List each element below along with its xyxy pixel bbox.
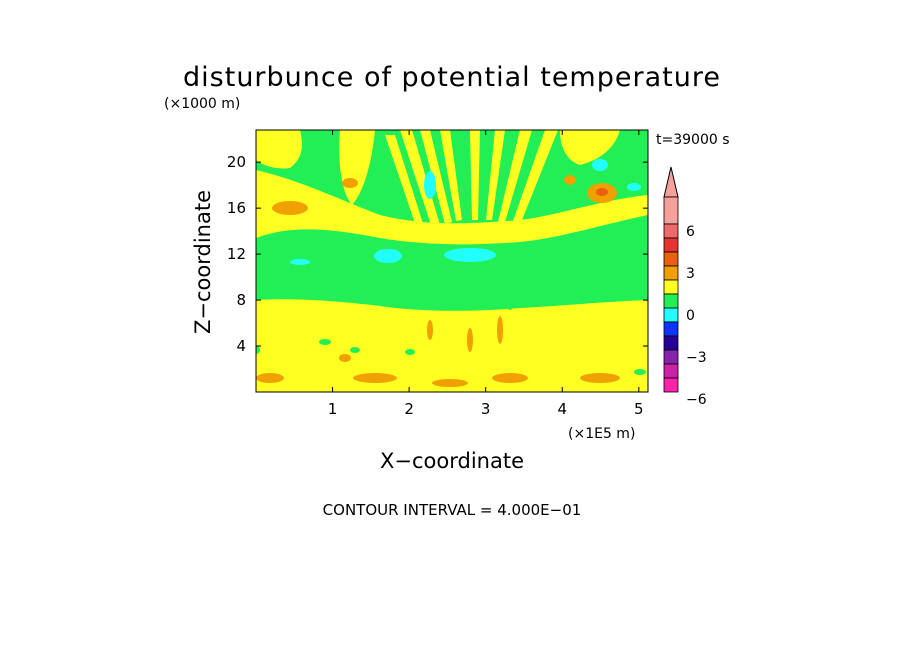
- colorbar-swatch: [663, 321, 679, 337]
- contour-field: [256, 130, 648, 392]
- footer-contour-interval: CONTOUR INTERVAL = 4.000E−01: [323, 501, 582, 519]
- y-tick-label: 8: [236, 291, 246, 309]
- chart-title: disturbunce of potential temperature: [183, 62, 721, 93]
- colorbar-level-label: 6: [686, 224, 695, 240]
- colorbar-swatch: [663, 237, 679, 253]
- wave-streaks: [385, 130, 558, 232]
- colorbar-level-label: 3: [686, 266, 695, 282]
- time-label: t=39000 s: [656, 132, 730, 148]
- x-tick-label: 2: [404, 400, 414, 418]
- y-tick-label: 16: [227, 199, 246, 217]
- y-tick-label: 12: [227, 245, 246, 263]
- colorbar: [663, 166, 679, 393]
- colorbar-swatch: [663, 377, 679, 393]
- region-negative-small: [290, 159, 641, 265]
- colorbar-swatch: [663, 265, 679, 281]
- y-axis-label: Z−coordinate: [191, 190, 215, 334]
- colorbar-swatch: [663, 293, 679, 309]
- region-positive-band-3: [560, 130, 620, 165]
- region-positive-band-1: [256, 170, 648, 245]
- colorbar-level-label: 0: [686, 308, 695, 324]
- y-tick-label: 4: [236, 337, 246, 355]
- y-tick-label: 20: [227, 153, 246, 171]
- plot-frame: [255, 129, 649, 393]
- x-tick-label: 4: [557, 400, 567, 418]
- y-axis-ticks: 4 8 12 16 20: [227, 153, 648, 355]
- colorbar-swatch: [663, 307, 679, 323]
- x-tick-label: 5: [634, 400, 644, 418]
- colorbar-swatch: [663, 335, 679, 351]
- colorbar-swatch: [663, 349, 679, 365]
- colorbar-level-label: −6: [686, 392, 707, 408]
- x-axis-ticks: 1 2 3 4 5: [328, 130, 644, 418]
- y-unit-label: (×1000 m): [164, 96, 240, 112]
- region-near-zero-lower: [256, 290, 646, 375]
- x-unit-label: (×1E5 m): [568, 426, 635, 442]
- colorbar-swatch: [663, 196, 679, 225]
- colorbar-arrow: [663, 166, 679, 198]
- colorbar-swatch: [663, 279, 679, 295]
- region-positive-large: [596, 188, 608, 196]
- x-tick-label: 1: [328, 400, 338, 418]
- colorbar-level-label: −3: [686, 350, 707, 366]
- colorbar-swatch: [663, 251, 679, 267]
- colorbar-swatch: [663, 363, 679, 379]
- colorbar-swatch: [663, 223, 679, 239]
- x-axis-label: X−coordinate: [380, 449, 524, 473]
- colorbar-labels: 6 3 0 −3 −6: [686, 224, 707, 408]
- x-tick-label: 3: [481, 400, 491, 418]
- region-positive-band-2: [256, 130, 302, 169]
